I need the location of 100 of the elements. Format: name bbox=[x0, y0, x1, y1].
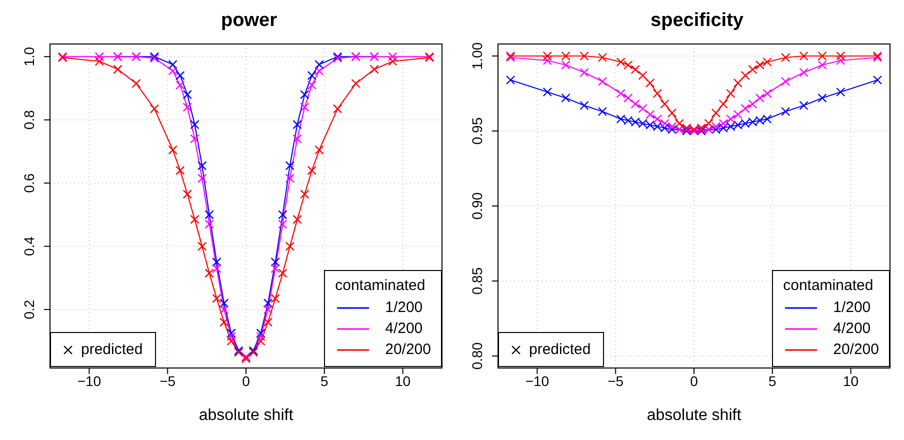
legend-label: 1/200 bbox=[385, 298, 423, 318]
point bbox=[190, 120, 200, 130]
x-tick-label: −5 bbox=[160, 372, 176, 389]
point bbox=[292, 134, 302, 144]
point bbox=[598, 106, 608, 116]
point bbox=[278, 220, 288, 229]
point bbox=[542, 87, 552, 97]
point bbox=[780, 106, 790, 116]
point bbox=[212, 294, 222, 304]
point bbox=[799, 68, 808, 78]
point bbox=[307, 166, 316, 176]
point bbox=[818, 60, 827, 70]
x-tick-label: −10 bbox=[525, 372, 550, 389]
chart-title: specificity bbox=[650, 10, 744, 32]
point bbox=[226, 332, 236, 341]
point bbox=[292, 120, 302, 130]
point bbox=[748, 99, 758, 109]
point bbox=[630, 99, 640, 109]
point bbox=[168, 66, 178, 76]
point bbox=[740, 104, 750, 114]
point bbox=[561, 51, 570, 61]
point bbox=[204, 210, 214, 220]
point bbox=[332, 104, 342, 114]
point bbox=[270, 258, 280, 267]
x-tick-label: 5 bbox=[320, 372, 328, 389]
point bbox=[704, 118, 714, 128]
y-tick-label: 1.0 bbox=[21, 46, 37, 66]
point bbox=[836, 56, 846, 66]
point bbox=[580, 100, 589, 110]
annotation: predicted bbox=[529, 341, 591, 358]
point bbox=[94, 52, 104, 62]
point bbox=[645, 110, 655, 120]
point bbox=[733, 110, 743, 120]
point bbox=[506, 75, 516, 85]
y-tick-label: 0.80 bbox=[469, 342, 485, 370]
point bbox=[799, 51, 808, 61]
legend-title: contaminated bbox=[783, 277, 874, 294]
point bbox=[580, 68, 589, 78]
point bbox=[285, 242, 295, 251]
point bbox=[645, 78, 655, 88]
point bbox=[212, 258, 222, 267]
point bbox=[256, 328, 266, 338]
point bbox=[307, 80, 316, 90]
point bbox=[307, 71, 316, 80]
point bbox=[182, 90, 192, 100]
point bbox=[190, 134, 200, 144]
point bbox=[711, 108, 721, 118]
point bbox=[733, 78, 743, 88]
x-tick-label: 10 bbox=[395, 372, 411, 389]
point bbox=[836, 51, 846, 61]
legend-label: 4/200 bbox=[833, 319, 871, 339]
point bbox=[598, 52, 608, 62]
point bbox=[285, 174, 295, 183]
point bbox=[561, 60, 570, 70]
point bbox=[598, 76, 608, 86]
point bbox=[204, 220, 214, 229]
point bbox=[226, 328, 236, 338]
point bbox=[94, 56, 104, 66]
point bbox=[113, 64, 122, 74]
point bbox=[197, 161, 207, 170]
point bbox=[314, 145, 324, 154]
point bbox=[388, 56, 398, 66]
x-tick-label: 0 bbox=[690, 372, 698, 389]
point bbox=[212, 264, 222, 274]
x-tick-label: −10 bbox=[77, 372, 102, 389]
point bbox=[674, 118, 684, 128]
point bbox=[226, 336, 236, 346]
chart-title: power bbox=[220, 10, 278, 32]
point bbox=[780, 52, 790, 62]
point bbox=[388, 52, 398, 62]
legend-label: 4/200 bbox=[385, 319, 423, 339]
point bbox=[256, 336, 266, 346]
point bbox=[300, 102, 310, 112]
legend-label: 1/200 bbox=[833, 298, 871, 318]
point bbox=[799, 100, 808, 110]
point bbox=[638, 104, 648, 114]
point bbox=[652, 114, 662, 124]
point bbox=[718, 99, 728, 109]
point bbox=[624, 93, 633, 103]
point bbox=[270, 264, 280, 274]
point bbox=[638, 70, 648, 80]
x-tick-label: 0 bbox=[242, 372, 250, 389]
point bbox=[542, 51, 552, 61]
point bbox=[755, 93, 764, 103]
point bbox=[630, 64, 640, 74]
annotation: predicted bbox=[81, 341, 143, 358]
point bbox=[197, 242, 207, 251]
y-tick-label: 0.8 bbox=[21, 110, 37, 130]
point bbox=[818, 51, 827, 61]
point bbox=[219, 298, 229, 308]
point bbox=[818, 93, 827, 103]
y-tick-label: 0.95 bbox=[469, 117, 485, 145]
point bbox=[667, 108, 677, 118]
point bbox=[652, 88, 662, 98]
point bbox=[256, 332, 266, 341]
point bbox=[168, 60, 178, 70]
y-tick-label: 0.85 bbox=[469, 267, 485, 295]
point bbox=[219, 318, 229, 327]
point bbox=[168, 145, 178, 154]
point bbox=[263, 304, 273, 314]
